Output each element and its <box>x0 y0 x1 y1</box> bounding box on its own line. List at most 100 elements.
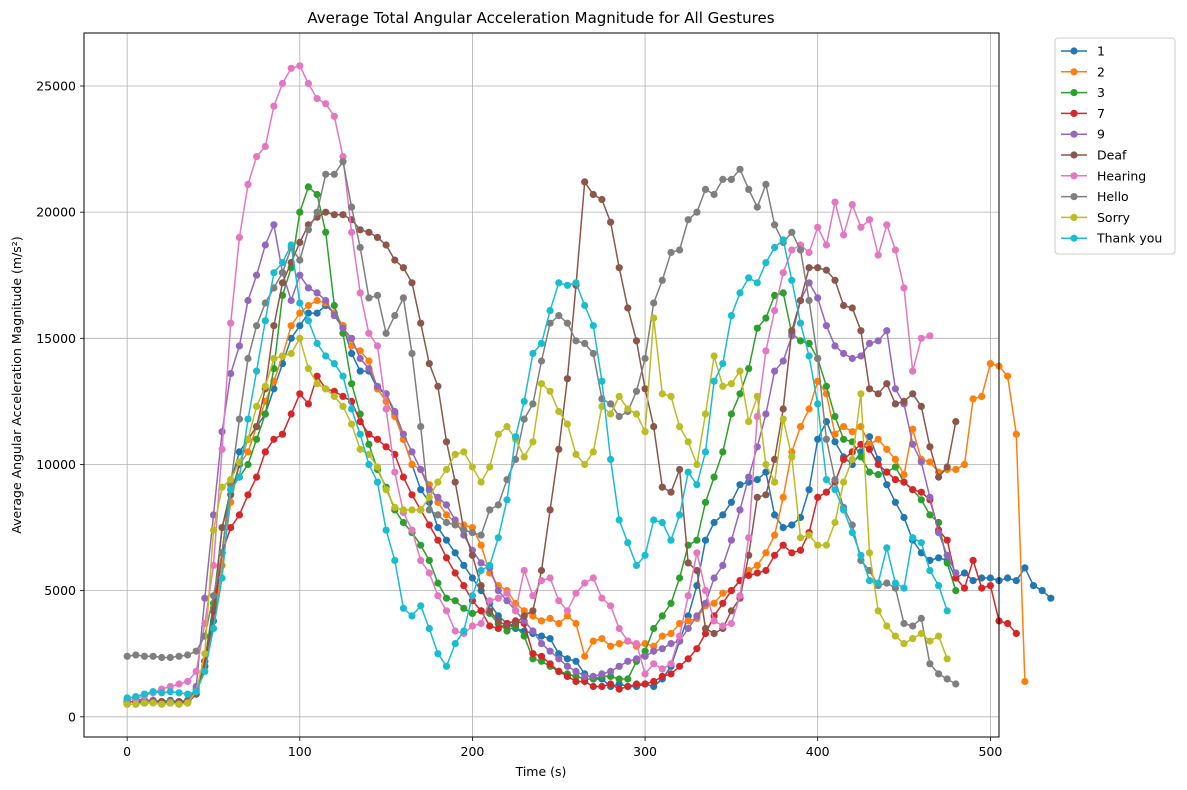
data-point <box>822 266 831 274</box>
data-point <box>935 554 943 562</box>
data-point <box>952 587 960 595</box>
data-point <box>425 624 433 633</box>
data-point <box>719 599 727 607</box>
data-point <box>736 165 744 173</box>
legend-item-1: 1 <box>1061 44 1105 59</box>
data-point <box>624 304 632 312</box>
data-point <box>373 435 382 443</box>
data-point <box>650 677 658 686</box>
data-point <box>304 400 312 408</box>
data-point <box>676 632 684 640</box>
data-point <box>762 410 770 418</box>
data-point <box>978 584 986 592</box>
data-point <box>304 309 312 317</box>
data-point <box>563 662 572 670</box>
data-point <box>494 501 502 509</box>
legend-label: 3 <box>1097 85 1105 100</box>
data-point <box>434 382 442 390</box>
x-tick-label: 400 <box>806 744 830 759</box>
data-point <box>900 619 908 628</box>
data-point <box>589 322 597 330</box>
data-point <box>244 180 252 188</box>
data-point <box>287 322 295 330</box>
data-point <box>537 652 546 660</box>
data-point <box>313 95 321 103</box>
data-point <box>857 440 865 448</box>
data-point <box>434 650 442 658</box>
data-point <box>926 660 934 668</box>
data-point <box>615 640 623 648</box>
data-point <box>486 607 494 615</box>
data-point <box>503 597 511 605</box>
data-point <box>581 339 589 347</box>
data-point <box>883 468 891 476</box>
data-point <box>563 607 572 615</box>
data-point <box>632 561 641 570</box>
data-point <box>874 579 882 587</box>
data-point <box>831 486 839 494</box>
data-point <box>935 670 943 678</box>
data-point <box>460 448 468 456</box>
data-point <box>676 465 684 474</box>
data-point <box>201 667 209 676</box>
data-point <box>494 624 502 633</box>
data-point <box>615 680 623 688</box>
data-point <box>883 327 891 335</box>
data-point <box>701 624 710 633</box>
data-point <box>641 385 649 393</box>
data-point <box>287 241 295 249</box>
data-point <box>598 682 606 691</box>
data-point <box>607 672 615 681</box>
data-point <box>365 228 373 236</box>
data-point <box>555 619 563 628</box>
data-point <box>822 435 831 443</box>
data-point <box>693 481 701 489</box>
data-point <box>140 699 148 707</box>
data-point <box>227 476 235 484</box>
data-point <box>822 241 831 249</box>
series-sorry <box>123 314 951 708</box>
data-point <box>865 339 874 347</box>
data-point <box>537 632 546 640</box>
data-point <box>900 471 908 479</box>
data-point <box>805 405 813 413</box>
data-point <box>805 264 813 272</box>
data-point <box>322 100 330 108</box>
data-point <box>356 418 364 426</box>
data-point <box>537 357 546 365</box>
data-point <box>917 458 925 466</box>
data-point <box>132 651 140 659</box>
data-point <box>848 201 856 209</box>
data-point <box>175 652 183 660</box>
data-point <box>960 460 969 469</box>
data-point <box>658 390 666 398</box>
data-point <box>909 390 917 398</box>
data-point <box>814 294 822 302</box>
data-point <box>304 365 312 373</box>
legend-swatch-marker <box>1070 151 1078 159</box>
data-point <box>356 367 364 375</box>
data-point <box>572 279 580 287</box>
data-point <box>632 337 641 345</box>
data-point <box>891 246 900 254</box>
data-point <box>676 574 684 582</box>
data-point <box>304 183 312 191</box>
data-point <box>926 458 934 466</box>
data-point <box>926 566 934 575</box>
data-point <box>909 622 917 630</box>
data-point <box>227 319 235 327</box>
data-point <box>330 392 338 400</box>
data-point <box>253 473 261 481</box>
data-point <box>598 402 606 410</box>
data-point <box>719 448 727 456</box>
data-point <box>529 592 537 600</box>
data-point <box>468 529 476 537</box>
data-point <box>451 521 459 529</box>
data-point <box>537 617 546 625</box>
legend-swatch-marker <box>1070 234 1078 242</box>
data-point <box>615 392 623 400</box>
data-point <box>460 561 468 570</box>
data-point <box>753 279 761 287</box>
legend-swatch-marker <box>1070 109 1078 117</box>
data-point <box>624 657 632 665</box>
